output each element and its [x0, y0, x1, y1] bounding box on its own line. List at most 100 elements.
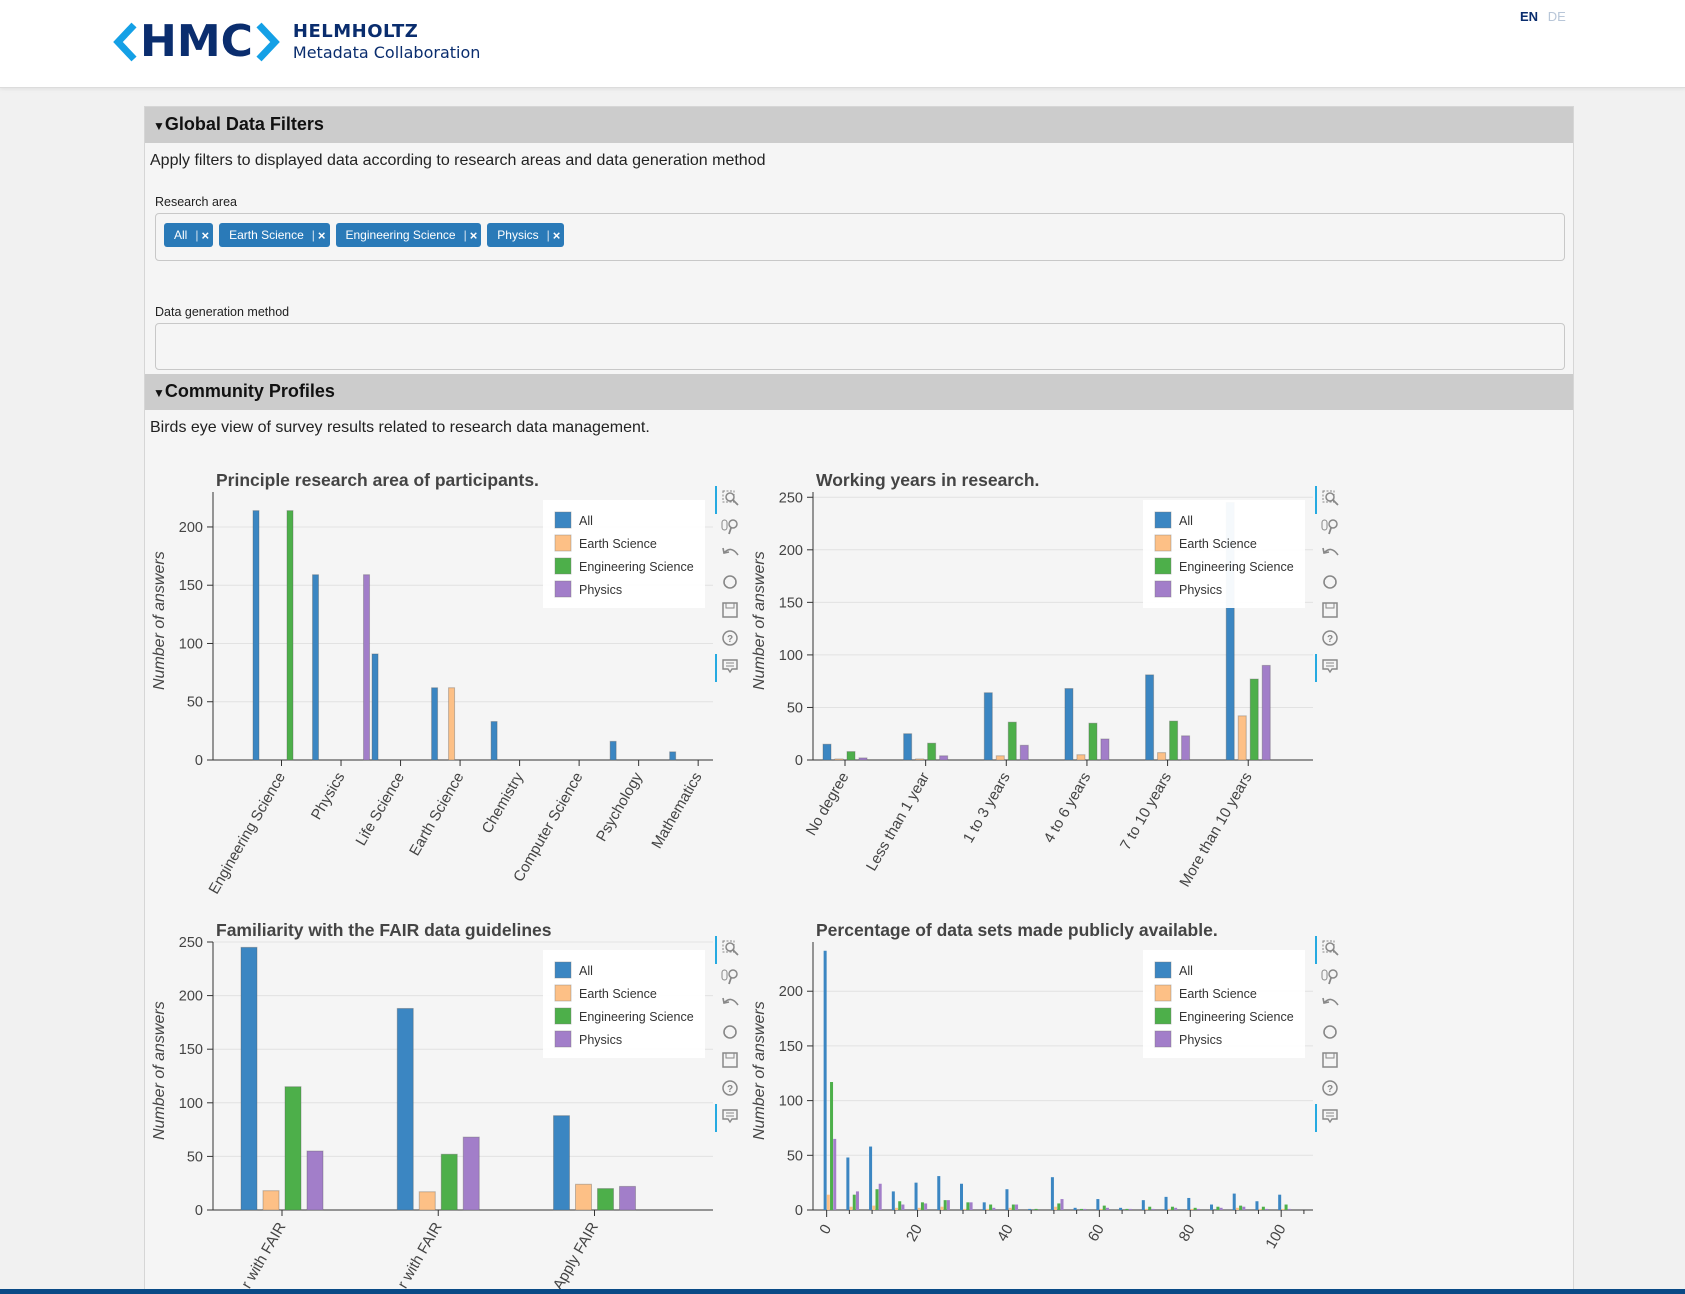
bar-all[interactable] [371, 653, 379, 761]
bar-physics[interactable] [1100, 738, 1110, 761]
bar-physics[interactable] [939, 755, 949, 761]
bar-earth-science[interactable] [448, 687, 456, 761]
bar-engineering-science[interactable] [1080, 1208, 1084, 1210]
bar-physics[interactable] [1287, 1208, 1291, 1210]
bar-earth-science[interactable] [1054, 1206, 1058, 1210]
bar-physics[interactable] [1219, 1207, 1223, 1210]
wheel-zoom-icon[interactable] [1321, 519, 1338, 535]
legend-label[interactable]: All [1179, 514, 1193, 528]
bar-earth-science[interactable] [917, 1207, 921, 1210]
bar-physics[interactable] [855, 1191, 859, 1210]
bar-all[interactable] [1255, 1201, 1259, 1210]
bar-all[interactable] [1119, 1207, 1123, 1210]
bar-earth-science[interactable] [834, 758, 844, 761]
bar-all[interactable] [983, 692, 993, 761]
bar-engineering-science[interactable] [1216, 1206, 1220, 1210]
bar-physics[interactable] [833, 1138, 837, 1210]
bar-earth-science[interactable] [262, 1190, 280, 1211]
bar-engineering-science[interactable] [1249, 678, 1259, 761]
bar-all[interactable] [312, 574, 320, 761]
chart-svg[interactable]: 0 50 100 150 200 250 No degree Less than 1 year… [745, 450, 1345, 900]
reset-icon[interactable] [723, 1025, 737, 1039]
bar-earth-science[interactable] [1258, 1208, 1262, 1210]
legend-label[interactable]: All [1179, 964, 1193, 978]
legend-label[interactable]: Earth Science [1179, 537, 1257, 551]
wheel-zoom-icon[interactable] [1321, 969, 1338, 985]
box-zoom-icon[interactable] [1322, 940, 1339, 956]
bar-all[interactable] [1005, 1189, 1009, 1210]
bar-all[interactable] [891, 1191, 895, 1210]
bar-all[interactable] [240, 946, 258, 1211]
wheel-zoom-icon[interactable] [721, 969, 738, 985]
bar-earth-science[interactable] [995, 755, 1005, 761]
bar-all[interactable] [490, 721, 498, 761]
bar-earth-science[interactable] [1235, 1207, 1239, 1210]
hover-tooltip-icon[interactable] [1322, 659, 1338, 674]
bar-all[interactable] [1073, 1207, 1077, 1210]
bar-all[interactable] [553, 1115, 570, 1211]
bar-engineering-science[interactable] [1261, 1206, 1265, 1210]
data-generation-method-multiselect[interactable] [155, 323, 1565, 370]
bar-engineering-science[interactable] [1169, 720, 1179, 761]
bar-engineering-science[interactable] [989, 1204, 993, 1210]
bar-engineering-science[interactable] [1125, 1208, 1129, 1210]
legend-label[interactable]: Earth Science [579, 537, 657, 551]
bar-engineering-science[interactable] [898, 1201, 902, 1210]
bar-engineering-science[interactable] [1148, 1206, 1152, 1210]
bar-earth-science[interactable] [1237, 715, 1247, 761]
bar-physics[interactable] [1015, 1204, 1019, 1210]
bar-physics[interactable] [901, 1204, 905, 1210]
bar-all[interactable] [1187, 1197, 1191, 1210]
bar-engineering-science[interactable] [1088, 722, 1098, 761]
save-icon[interactable] [1322, 602, 1338, 618]
bar-physics[interactable] [1060, 1199, 1064, 1210]
save-icon[interactable] [1322, 1052, 1338, 1068]
bar-engineering-science[interactable] [1170, 1206, 1174, 1210]
bar-all[interactable] [1278, 1194, 1282, 1210]
bar-engineering-science[interactable] [830, 1082, 834, 1210]
lang-en-link[interactable]: EN [1520, 9, 1539, 24]
bar-all[interactable] [937, 1176, 941, 1210]
bar-all[interactable] [1096, 1199, 1100, 1210]
bar-physics[interactable] [1151, 1208, 1155, 1210]
bar-engineering-science[interactable] [966, 1202, 970, 1210]
bar-all[interactable] [903, 733, 913, 761]
bar-all[interactable] [869, 1146, 873, 1210]
bar-earth-science[interactable] [1157, 752, 1167, 761]
bar-physics[interactable] [1083, 1208, 1087, 1210]
bar-earth-science[interactable] [1099, 1208, 1103, 1210]
bar-earth-science[interactable] [1145, 1208, 1149, 1210]
bar-all[interactable] [1064, 688, 1074, 761]
bar-all[interactable] [1210, 1204, 1213, 1210]
undo-icon[interactable] [722, 997, 739, 1006]
wheel-zoom-icon[interactable] [721, 519, 738, 535]
chart-svg[interactable]: 0 50 100 150 200 250 r with FAIR r with FAIR App… [145, 900, 745, 1294]
bar-earth-science[interactable] [915, 758, 925, 761]
legend-label[interactable]: Physics [1179, 583, 1222, 597]
hmc-logo[interactable]: HMC HELMHOLTZ Metadata Collaboration [112, 20, 480, 64]
bar-earth-science[interactable] [895, 1207, 899, 1210]
research-area-multiselect[interactable]: All | × Earth Science | × Engineering Scienc… [155, 213, 1565, 261]
save-icon[interactable] [722, 1052, 738, 1068]
bar-engineering-science[interactable] [1011, 1204, 1015, 1210]
tag-remove-icon[interactable]: × [552, 227, 561, 243]
reset-icon[interactable] [1323, 1025, 1337, 1039]
bar-all[interactable] [914, 1182, 918, 1210]
bar-earth-science[interactable] [1076, 754, 1086, 761]
bar-engineering-science[interactable] [1239, 1205, 1243, 1210]
legend-label[interactable]: Engineering Science [579, 1010, 694, 1024]
bar-engineering-science[interactable] [284, 1086, 302, 1211]
bar-earth-science[interactable] [575, 1183, 592, 1211]
save-icon[interactable] [722, 602, 738, 618]
legend-label[interactable]: Physics [579, 1033, 622, 1047]
bar-all[interactable] [669, 751, 677, 761]
undo-icon[interactable] [1322, 997, 1339, 1006]
legend-label[interactable]: Engineering Science [579, 560, 694, 574]
help-icon[interactable]: ? [722, 630, 738, 646]
bar-physics[interactable] [1242, 1206, 1246, 1210]
bar-earth-science[interactable] [1190, 1208, 1194, 1210]
bar-all[interactable] [823, 950, 827, 1210]
bar-physics[interactable] [363, 574, 371, 761]
bar-engineering-science[interactable] [846, 751, 856, 761]
